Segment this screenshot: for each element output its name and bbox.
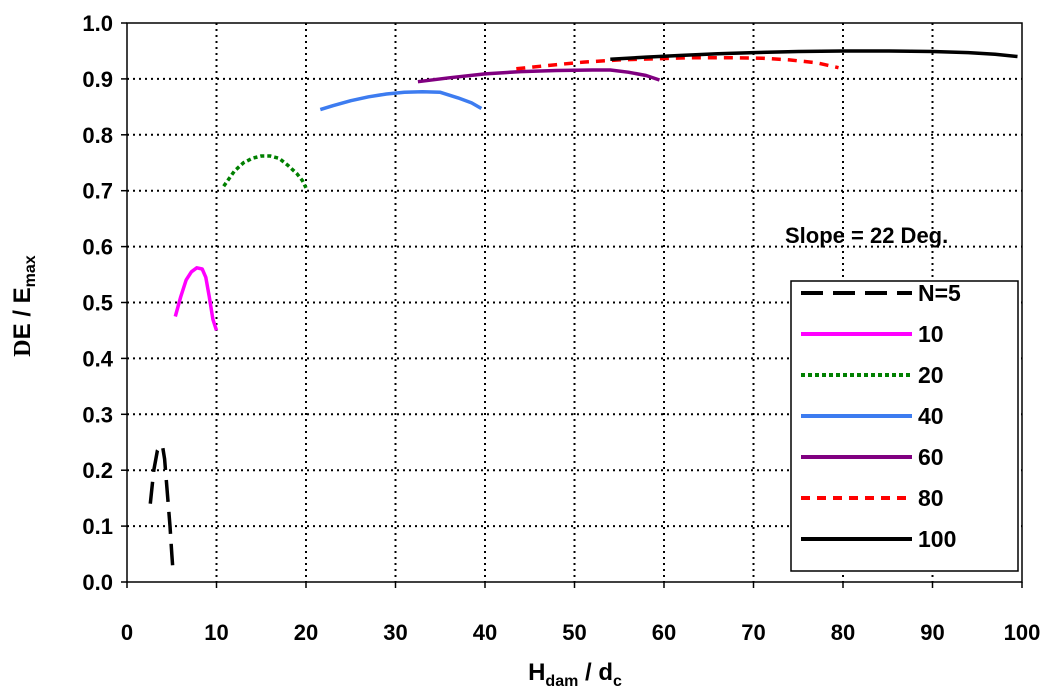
x-tick-label: 30 xyxy=(383,620,407,645)
y-tick-label: 1.0 xyxy=(82,11,113,36)
x-tick-label: 20 xyxy=(294,620,318,645)
series-line-n-5 xyxy=(148,443,175,566)
series-line-100 xyxy=(610,49,1018,62)
y-tick-label: 0.9 xyxy=(82,67,113,92)
series-line-10 xyxy=(173,266,219,331)
x-tick-label: 10 xyxy=(204,620,228,645)
legend-label-n-5: N=5 xyxy=(918,280,961,306)
legend-label-80: 80 xyxy=(918,485,944,511)
series-line-20 xyxy=(222,154,308,189)
tick-labels: 0 10 20 30 40 50 60 70 80 90 100 0.0 0.1 0.2 0.3 0.4 0.5… xyxy=(82,11,1040,645)
y-axis-title: DE / Emax xyxy=(9,255,39,357)
series-line-40 xyxy=(319,90,483,112)
x-tick-label: 60 xyxy=(652,620,676,645)
x-tick-label: 40 xyxy=(473,620,497,645)
legend-label-20: 20 xyxy=(918,362,944,388)
series-layer xyxy=(148,49,1018,566)
x-tick-label: 50 xyxy=(562,620,586,645)
legend: N=5 10 20 40 60 80 100 xyxy=(790,280,1019,572)
y-tick-label: 0.4 xyxy=(82,346,113,371)
x-tick-label: 90 xyxy=(920,620,944,645)
x-tick-label: 100 xyxy=(1004,620,1041,645)
legend-box xyxy=(790,280,1019,572)
series-line-60 xyxy=(417,68,661,84)
legend-label-10: 10 xyxy=(918,321,944,347)
slope-annotation: Slope = 22 Deg. xyxy=(785,223,948,248)
y-tick-label: 0.5 xyxy=(82,291,113,316)
plot-frame xyxy=(126,22,1023,583)
series-line-80 xyxy=(516,55,839,71)
x-tick-label: 0 xyxy=(121,620,133,645)
x-tick-label: 70 xyxy=(741,620,765,645)
y-tick-label: 0.1 xyxy=(82,514,113,539)
x-axis-title: Hdam / dc xyxy=(528,659,622,690)
y-tick-label: 0.2 xyxy=(82,458,113,483)
legend-label-60: 60 xyxy=(918,444,944,470)
legend-label-100: 100 xyxy=(918,526,956,552)
legend-label-40: 40 xyxy=(918,403,944,429)
y-tick-label: 0.8 xyxy=(82,123,113,148)
y-tick-label: 0.7 xyxy=(82,179,113,204)
x-tick-label: 80 xyxy=(831,620,855,645)
y-tick-label: 0.0 xyxy=(82,570,113,595)
y-tick-label: 0.3 xyxy=(82,402,113,427)
y-tick-label: 0.6 xyxy=(82,235,113,260)
